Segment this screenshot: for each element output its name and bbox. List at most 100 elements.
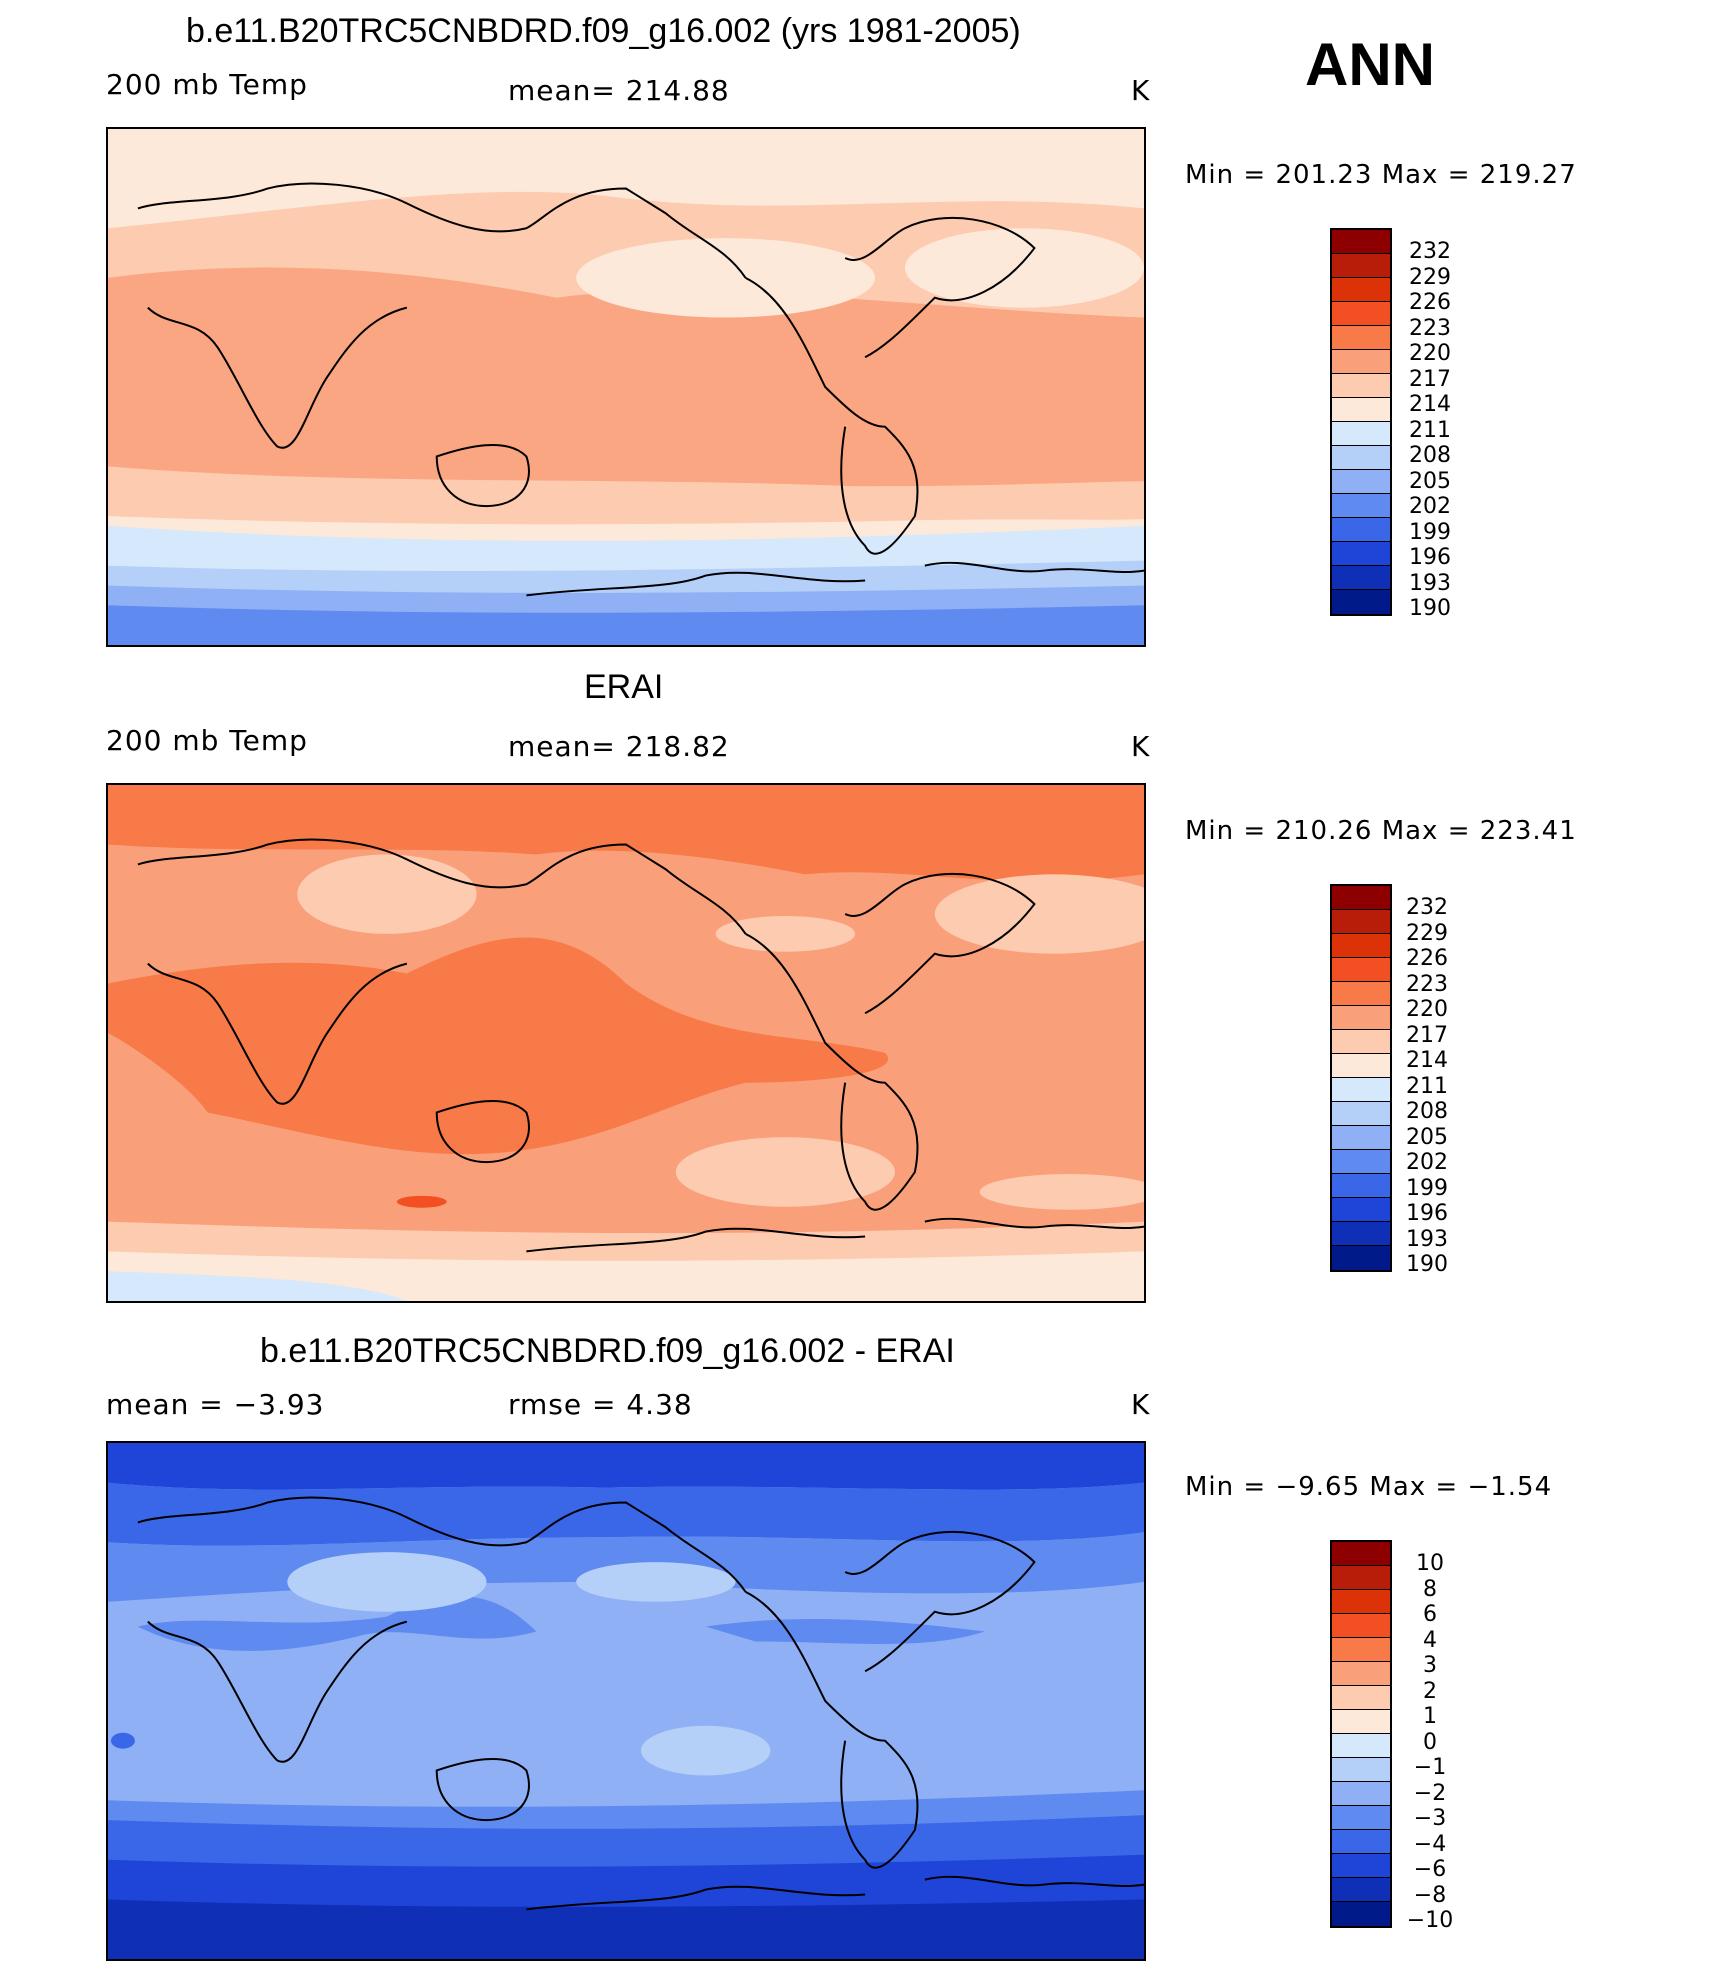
colorbar-tick-label: 232: [1406, 895, 1448, 920]
panel2-left-label: 200 mb Temp: [106, 724, 308, 757]
colorbar-tick-label: 6: [1423, 1602, 1437, 1627]
colorbar-tick-label: −8: [1413, 1883, 1447, 1908]
panel2-swatch: [1332, 886, 1390, 910]
panel1-title: b.e11.B20TRC5CNBDRD.f09_g16.002 (yrs 198…: [186, 12, 1021, 50]
colorbar-tick-label: −3: [1413, 1806, 1447, 1831]
panel1-swatch: [1332, 494, 1390, 518]
panel3-minmax: Min = −9.65 Max = −1.54: [1185, 1472, 1553, 1502]
panel1-swatch: [1332, 302, 1390, 326]
panel1-swatch: [1332, 422, 1390, 446]
colorbar-tick-label: 214: [1409, 392, 1451, 417]
colorbar-tick-label: 217: [1406, 1023, 1448, 1048]
colorbar-tick-label: 2: [1423, 1679, 1437, 1704]
panel3-swatch: [1332, 1734, 1390, 1758]
panel2-swatch: [1332, 1030, 1390, 1054]
colorbar-tick-label: 220: [1409, 341, 1451, 366]
panel3-map: [106, 1441, 1146, 1961]
panel1-map: [106, 127, 1146, 647]
panel1-swatch: [1332, 518, 1390, 542]
panel3-swatch: [1332, 1542, 1390, 1566]
panel2-swatch: [1332, 1174, 1390, 1198]
panel3-units: K: [1131, 1388, 1151, 1421]
panel1-left-label: 200 mb Temp: [106, 68, 308, 101]
panel1-colorbar: [1330, 228, 1392, 616]
panel1-swatch: [1332, 350, 1390, 374]
panel2-swatch: [1332, 982, 1390, 1006]
panel2-minmax: Min = 210.26 Max = 223.41: [1185, 816, 1577, 846]
panel1-swatch: [1332, 254, 1390, 278]
panel3-swatch: [1332, 1806, 1390, 1830]
colorbar-tick-label: 190: [1406, 1252, 1448, 1277]
panel3-swatch: [1332, 1782, 1390, 1806]
panel2-swatch: [1332, 1126, 1390, 1150]
panel2-title: ERAI: [584, 668, 664, 706]
colorbar-tick-label: 10: [1416, 1551, 1444, 1576]
colorbar-tick-label: 0: [1423, 1730, 1437, 1755]
colorbar-tick-label: 8: [1423, 1577, 1437, 1602]
colorbar-tick-label: 193: [1409, 571, 1451, 596]
panel2-center-label: mean= 218.82: [508, 730, 730, 763]
panel1-swatch: [1332, 542, 1390, 566]
colorbar-tick-label: 202: [1406, 1150, 1448, 1175]
panel3-swatch: [1332, 1710, 1390, 1734]
panel3-swatch: [1332, 1590, 1390, 1614]
panel3-swatch: [1332, 1830, 1390, 1854]
colorbar-tick-label: 220: [1406, 997, 1448, 1022]
panel2-swatch: [1332, 958, 1390, 982]
colorbar-tick-label: 217: [1409, 367, 1451, 392]
colorbar-tick-label: 196: [1406, 1201, 1448, 1226]
panel2-swatch: [1332, 1102, 1390, 1126]
panel1-swatch: [1332, 470, 1390, 494]
colorbar-tick-label: 223: [1409, 316, 1451, 341]
panel3-swatch: [1332, 1854, 1390, 1878]
panel1-swatch: [1332, 374, 1390, 398]
colorbar-tick-label: −4: [1413, 1832, 1447, 1857]
panel1-swatch: [1332, 446, 1390, 470]
colorbar-tick-label: 211: [1409, 418, 1451, 443]
panel3-swatch: [1332, 1662, 1390, 1686]
panel3-title: b.e11.B20TRC5CNBDRD.f09_g16.002 - ERAI: [260, 1332, 955, 1370]
season-label: ANN: [1305, 31, 1435, 98]
panel3-left-label: mean = −3.93: [106, 1388, 325, 1421]
panel1-swatch: [1332, 590, 1390, 614]
colorbar-tick-label: 214: [1406, 1048, 1448, 1073]
panel2-units: K: [1131, 730, 1151, 763]
colorbar-tick-label: 3: [1423, 1653, 1437, 1678]
panel2-swatch: [1332, 1222, 1390, 1246]
colorbar-tick-label: −10: [1406, 1908, 1454, 1933]
panel2-swatch: [1332, 1246, 1390, 1270]
colorbar-tick-label: 199: [1409, 520, 1451, 545]
panel3-swatch: [1332, 1614, 1390, 1638]
panel1-swatch: [1332, 326, 1390, 350]
panel2-swatch: [1332, 1150, 1390, 1174]
panel2-swatch: [1332, 1078, 1390, 1102]
panel3-field: [108, 1443, 1144, 1959]
panel2-swatch: [1332, 1054, 1390, 1078]
colorbar-tick-label: 1: [1423, 1704, 1437, 1729]
colorbar-tick-label: 211: [1406, 1074, 1448, 1099]
panel2-swatch: [1332, 1198, 1390, 1222]
panel3-center-label: rmse = 4.38: [508, 1388, 693, 1421]
panel1-swatch: [1332, 398, 1390, 422]
panel1-minmax: Min = 201.23 Max = 219.27: [1185, 160, 1577, 190]
colorbar-tick-label: 223: [1406, 972, 1448, 997]
panel2-swatch: [1332, 1006, 1390, 1030]
colorbar-tick-label: 190: [1409, 596, 1451, 621]
panel1-center-label: mean= 214.88: [508, 74, 730, 107]
colorbar-tick-label: 199: [1406, 1176, 1448, 1201]
panel3-swatch: [1332, 1758, 1390, 1782]
colorbar-tick-label: 208: [1409, 443, 1451, 468]
panel3-swatch: [1332, 1902, 1390, 1926]
colorbar-tick-label: 205: [1406, 1125, 1448, 1150]
panel1-units: K: [1131, 74, 1151, 107]
panel3-swatch: [1332, 1878, 1390, 1902]
colorbar-tick-label: 229: [1409, 265, 1451, 290]
panel3-colorbar: [1330, 1540, 1392, 1928]
panel2-swatch: [1332, 934, 1390, 958]
colorbar-tick-label: 202: [1409, 494, 1451, 519]
panel2-map: [106, 783, 1146, 1303]
colorbar-tick-label: 229: [1406, 921, 1448, 946]
colorbar-tick-label: 193: [1406, 1227, 1448, 1252]
panel3-swatch: [1332, 1686, 1390, 1710]
colorbar-tick-label: −6: [1413, 1857, 1447, 1882]
